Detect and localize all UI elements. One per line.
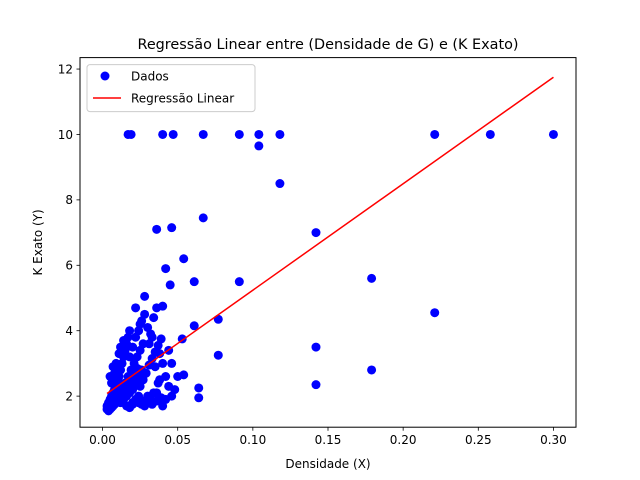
x-axis-label: Densidade (X) <box>285 457 370 471</box>
x-tick-label-5: 0.25 <box>465 433 492 447</box>
x-tick-label-6: 0.30 <box>540 433 567 447</box>
x-tick-label-3: 0.15 <box>315 433 342 447</box>
scatter-point-68 <box>147 332 157 342</box>
scatter-point-118 <box>111 358 121 368</box>
scatter-point-101 <box>367 365 377 375</box>
scatter-point-137 <box>156 334 166 344</box>
scatter-point-84 <box>179 254 189 264</box>
x-tick-label-2: 0.10 <box>239 433 266 447</box>
scatter-point-49 <box>128 342 138 352</box>
scatter-point-86 <box>179 370 189 380</box>
scatter-point-83 <box>152 224 162 234</box>
x-tick-label-0: 0.00 <box>89 433 116 447</box>
scatter-point-91 <box>198 213 208 223</box>
scatter-point-113 <box>548 129 558 139</box>
y-axis-label: K Exato (Y) <box>31 209 45 275</box>
scatter-point-100 <box>367 273 377 283</box>
y-tick-label-4: 10 <box>58 128 73 142</box>
scatter-point-97 <box>311 228 321 238</box>
scatter-point-65 <box>135 319 145 329</box>
y-tick-label-3: 8 <box>65 193 73 207</box>
x-tick-label-1: 0.05 <box>164 433 191 447</box>
scatter-point-87 <box>189 277 199 287</box>
scatter-point-107 <box>198 129 208 139</box>
scatter-point-109 <box>254 129 264 139</box>
scatter-point-145 <box>152 396 162 406</box>
scatter-point-105 <box>158 129 168 139</box>
scatter-point-56 <box>149 313 159 323</box>
scatter-point-94 <box>234 277 244 287</box>
scatter-point-95 <box>254 141 264 151</box>
legend: Dados Regressão Linear <box>86 64 256 113</box>
y-tick-label-1: 4 <box>65 324 73 338</box>
legend-marker-dados <box>100 71 110 81</box>
legend-frame <box>86 64 256 113</box>
legend-label-regressao: Regressão Linear <box>131 92 234 106</box>
scatter-point-132 <box>141 368 151 378</box>
scatter-point-64 <box>131 303 141 313</box>
plot-area <box>102 76 558 416</box>
scatter-point-111 <box>430 129 440 139</box>
legend-label-dados: Dados <box>131 70 169 84</box>
y-tick-label-5: 12 <box>58 62 73 76</box>
scatter-point-99 <box>311 380 321 390</box>
scatter-point-79 <box>158 301 168 311</box>
scatter-point-108 <box>234 129 244 139</box>
scatter-point-89 <box>194 383 204 393</box>
y-tick-label-2: 6 <box>65 259 73 273</box>
x-axis-ticks: 0.00 0.05 0.10 0.15 0.20 0.25 0.30 <box>89 427 567 447</box>
x-tick-label-4: 0.20 <box>390 433 417 447</box>
scatter-point-102 <box>430 308 440 318</box>
scatter-point-42 <box>134 391 144 401</box>
scatter-point-82 <box>167 223 177 233</box>
chart-title: Regressão Linear entre (Densidade de G) … <box>137 37 518 53</box>
scatter-point-117 <box>110 368 120 378</box>
scatter-point-77 <box>167 358 177 368</box>
scatter-point-104 <box>126 129 136 139</box>
scatter-point-93 <box>213 350 223 360</box>
scatter-point-81 <box>165 280 175 290</box>
regression-line <box>106 76 554 395</box>
scatter-point-88 <box>189 321 199 331</box>
scatter-point-106 <box>168 129 178 139</box>
y-axis-ticks: 2 4 6 8 10 12 <box>58 62 80 403</box>
scatter-point-48 <box>125 352 135 362</box>
scatter-point-90 <box>194 393 204 403</box>
scatter-point-110 <box>275 129 285 139</box>
scatter-point-53 <box>140 309 150 319</box>
scatter-point-115 <box>107 378 117 388</box>
scatter-point-66 <box>140 291 150 301</box>
scatter-point-96 <box>275 179 285 189</box>
scatter-point-80 <box>161 264 171 274</box>
scatter-point-75 <box>170 385 180 395</box>
scatter-point-98 <box>311 342 321 352</box>
scatter-point-59 <box>158 358 168 368</box>
y-tick-label-0: 2 <box>65 389 73 403</box>
scatter-point-121 <box>119 336 129 346</box>
scatter-point-23 <box>125 326 135 336</box>
scatter-point-70 <box>153 378 163 388</box>
scatter-point-112 <box>485 129 495 139</box>
